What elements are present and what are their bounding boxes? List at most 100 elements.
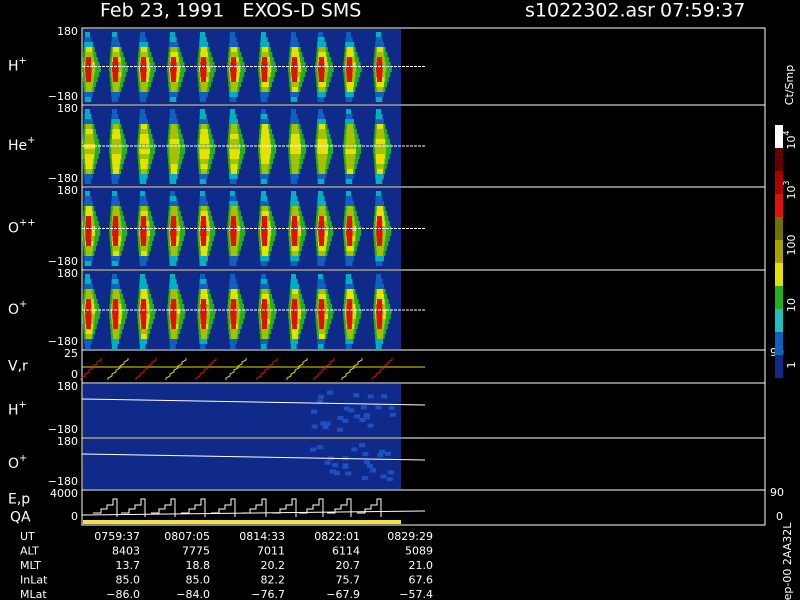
spectrum-cell bbox=[170, 191, 175, 196]
spectrum-cell bbox=[85, 231, 92, 236]
spectrum-cell bbox=[261, 72, 268, 77]
spectrum-cell bbox=[199, 37, 207, 42]
spectrum-cell bbox=[139, 344, 146, 349]
spectrum-cell bbox=[260, 134, 270, 139]
spectrum-cell bbox=[111, 92, 120, 97]
spectrum-cell bbox=[230, 314, 237, 319]
spectrum-cell bbox=[84, 261, 92, 266]
spectrum-cell bbox=[375, 405, 382, 410]
spectrum-cell bbox=[375, 174, 384, 179]
spectrum-cell bbox=[318, 52, 327, 57]
colorbar-cell bbox=[775, 240, 783, 263]
spectrum-cell bbox=[367, 423, 374, 428]
spectrum-cell bbox=[229, 284, 239, 289]
spectrum-cell bbox=[376, 57, 383, 62]
spectrum-cell bbox=[318, 169, 326, 174]
spectrum-cell bbox=[317, 92, 326, 97]
spectrum-cell bbox=[140, 159, 149, 164]
spectrum-cell bbox=[376, 304, 383, 309]
spectrum-cell bbox=[229, 339, 238, 344]
spectrum-cell bbox=[346, 314, 353, 319]
spectrum-cell bbox=[291, 129, 299, 134]
spectrum-cell bbox=[360, 405, 367, 410]
spectrum-cell bbox=[353, 393, 360, 398]
spectrum-cell bbox=[346, 226, 353, 231]
spectrum-cell bbox=[229, 196, 237, 201]
spectrum-cell bbox=[377, 324, 382, 329]
spectrum-cell bbox=[230, 32, 235, 37]
spectrum-cell bbox=[318, 62, 325, 67]
spectrum-cell bbox=[290, 284, 300, 289]
colorbar-cell bbox=[775, 217, 783, 240]
spectrum-cell bbox=[291, 319, 298, 324]
spectrum-cell bbox=[199, 114, 207, 119]
spectrum-cell bbox=[375, 149, 386, 154]
spectrum-cell bbox=[85, 72, 92, 77]
spectrum-cell bbox=[112, 62, 119, 67]
spectrum-cell bbox=[141, 324, 146, 329]
colorbar-cell bbox=[775, 309, 783, 332]
panel-label-base: V,r bbox=[8, 359, 28, 375]
spectrum-cell bbox=[311, 424, 318, 429]
spectrum-cell bbox=[169, 37, 177, 42]
spectrum-cell bbox=[290, 201, 299, 206]
spectrum-cell bbox=[290, 256, 299, 261]
spectrum-cell bbox=[229, 92, 238, 97]
spectrum-cell bbox=[347, 324, 352, 329]
panel-frame bbox=[81, 489, 766, 526]
spectrum-cell bbox=[376, 319, 383, 324]
table-cell: −67.9 bbox=[326, 588, 360, 600]
spectrum-cell bbox=[85, 124, 93, 129]
spectrum-cell bbox=[200, 169, 208, 174]
spectrum-cell bbox=[376, 191, 381, 196]
spectrum-cell bbox=[200, 329, 208, 334]
spectrum-cell bbox=[290, 339, 299, 344]
spectrum-cell bbox=[140, 289, 148, 294]
spectrum-cell bbox=[230, 309, 237, 314]
step-line bbox=[272, 498, 297, 517]
spectrum-cell bbox=[260, 179, 268, 184]
spectrum-cell bbox=[318, 77, 325, 82]
spectrum-cell bbox=[169, 97, 177, 102]
spectrum-cell bbox=[376, 299, 383, 304]
spectrum-cell bbox=[261, 236, 268, 241]
spectrum-cell bbox=[170, 314, 177, 319]
spectrum-cell bbox=[200, 231, 207, 236]
spectrum-cell bbox=[376, 129, 384, 134]
spectrum-cell bbox=[200, 62, 207, 67]
table-cell: 67.6 bbox=[409, 574, 434, 587]
spectrum-cell bbox=[231, 334, 237, 339]
spectrum-cell bbox=[346, 319, 353, 324]
spectrum-cell bbox=[199, 179, 207, 184]
colorbar-tick-sup: 3 bbox=[782, 180, 791, 185]
sawtooth bbox=[313, 358, 335, 380]
spectrum-cell bbox=[139, 201, 148, 206]
spectrum-cell bbox=[261, 77, 268, 82]
spectrum-cell bbox=[261, 164, 269, 169]
spectrum-cell bbox=[200, 314, 207, 319]
spectrum-cell bbox=[290, 97, 298, 102]
spectrum-cell bbox=[317, 284, 327, 289]
spectrum-cell bbox=[84, 149, 95, 154]
spectrum-cell bbox=[291, 52, 300, 57]
spectrum-cell bbox=[318, 314, 325, 319]
spectrum-cell bbox=[367, 464, 374, 469]
spectrum-cell bbox=[261, 62, 268, 67]
spectrum-cell bbox=[376, 77, 383, 82]
panel-label-sup: + bbox=[19, 453, 27, 464]
table-cell: 13.7 bbox=[116, 559, 141, 572]
spectrum-cell bbox=[230, 82, 238, 87]
spectrum-cell bbox=[199, 119, 208, 124]
spectrum-cell bbox=[230, 109, 235, 114]
spectrum-cell bbox=[85, 206, 93, 211]
spectrum-cell bbox=[200, 294, 208, 299]
spectrum-cell bbox=[320, 421, 327, 426]
spectrum-cell bbox=[261, 246, 269, 251]
spectrum-cell bbox=[290, 261, 298, 266]
spectrum-cell bbox=[311, 409, 318, 414]
spectrum-cell bbox=[336, 427, 343, 432]
spectrum-cell bbox=[318, 309, 325, 314]
spectrum-cell bbox=[354, 414, 361, 419]
spectrum-cell bbox=[169, 344, 176, 349]
panel-label-sup: + bbox=[19, 400, 27, 411]
